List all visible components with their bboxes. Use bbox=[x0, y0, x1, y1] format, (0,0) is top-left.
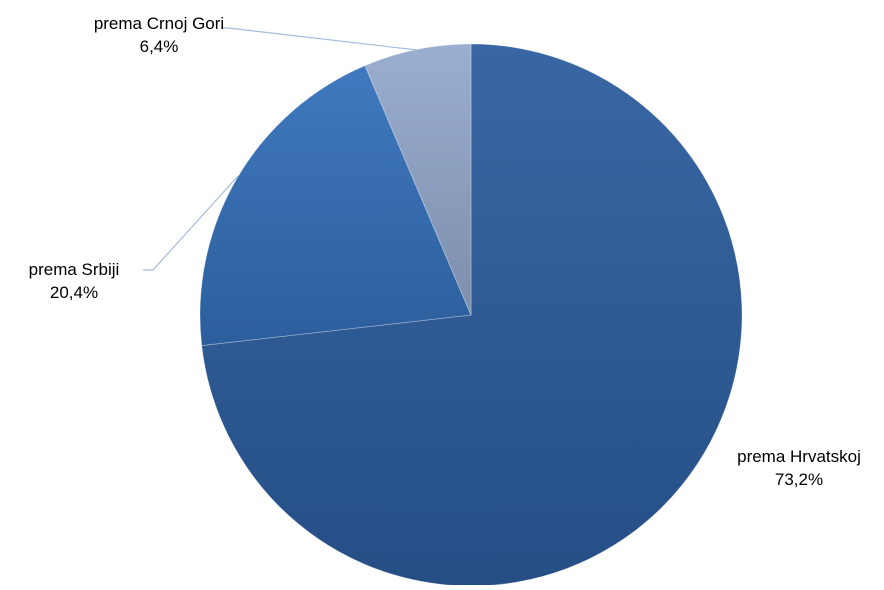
data-label-srbiji: prema Srbiji 20,4% bbox=[6, 258, 142, 304]
data-label-srbiji-value: 20,4% bbox=[49, 283, 99, 302]
data-label-hrvatskoj: prema Hrvatskoj 73,2% bbox=[716, 445, 882, 491]
leader-line-srbiji bbox=[143, 175, 239, 271]
data-label-crnoj-gori: prema Crnoj Gori 6,4% bbox=[86, 12, 232, 58]
data-label-hrvatskoj-name: prema Hrvatskoj bbox=[737, 447, 861, 466]
data-label-crnoj-gori-name: prema Crnoj Gori bbox=[93, 14, 225, 33]
pie-slices bbox=[199, 43, 743, 587]
leader-line-crnoj-gori bbox=[221, 27, 418, 51]
data-label-srbiji-name: prema Srbiji bbox=[28, 260, 120, 279]
pie-slice-hrvatskoj bbox=[201, 43, 743, 587]
leader-lines bbox=[143, 27, 418, 271]
pie-slice-srbiji bbox=[199, 65, 472, 347]
data-label-hrvatskoj-value: 73,2% bbox=[774, 470, 824, 489]
data-label-crnoj-gori-value: 6,4% bbox=[139, 37, 179, 56]
